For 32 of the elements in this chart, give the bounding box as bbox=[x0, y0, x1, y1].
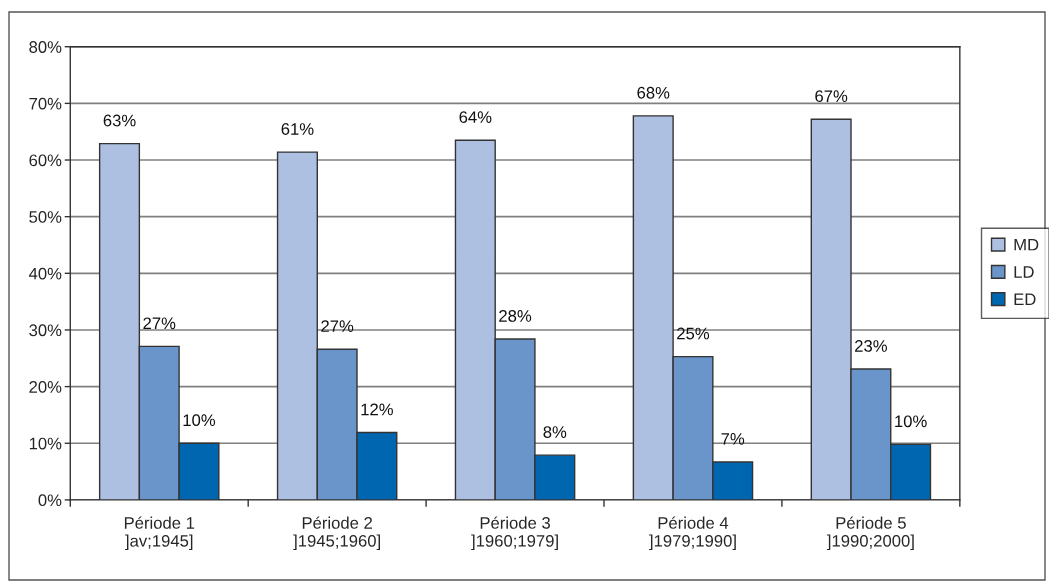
y-tick-label: 20% bbox=[29, 381, 62, 393]
data-label: 61% bbox=[281, 123, 314, 135]
x-tick-label: Période 4 ]1979;1990] bbox=[649, 516, 736, 551]
data-label: 27% bbox=[321, 320, 354, 332]
y-tick-label: 70% bbox=[29, 97, 62, 110]
data-label: 27% bbox=[143, 317, 176, 330]
x-tick-label: Période 5 ]1990;2000] bbox=[826, 516, 914, 551]
data-label: 10% bbox=[895, 415, 927, 428]
x-tick-label: Période 3 ]1960;1979] bbox=[471, 516, 558, 551]
x-tick-label: Période 1 ]av;1945] bbox=[124, 516, 195, 551]
data-label: 63% bbox=[103, 114, 136, 127]
data-label: 8% bbox=[543, 426, 567, 438]
x-tick-label: Période 2 ]1945;1960] bbox=[293, 516, 380, 551]
data-label: 23% bbox=[855, 340, 887, 352]
y-tick-label: 80% bbox=[29, 41, 62, 53]
legend-label: ED bbox=[1014, 293, 1036, 305]
y-tick-label: 30% bbox=[29, 324, 62, 337]
y-tick-label: 60% bbox=[29, 154, 62, 167]
data-label: 67% bbox=[815, 90, 848, 103]
data-label: 68% bbox=[637, 86, 670, 99]
data-label: 64% bbox=[459, 111, 492, 124]
data-label: 10% bbox=[183, 414, 216, 427]
y-tick-label: 0% bbox=[38, 494, 62, 507]
y-tick-label: 50% bbox=[29, 211, 62, 223]
y-tick-label: 10% bbox=[29, 437, 62, 450]
data-label: 25% bbox=[677, 327, 710, 340]
data-label: 7% bbox=[721, 433, 745, 445]
legend-label: LD bbox=[1014, 266, 1034, 278]
y-tick-label: 40% bbox=[28, 267, 62, 280]
data-label: 28% bbox=[499, 310, 532, 322]
legend-label: MD bbox=[1014, 238, 1039, 251]
data-label: 12% bbox=[361, 403, 393, 416]
